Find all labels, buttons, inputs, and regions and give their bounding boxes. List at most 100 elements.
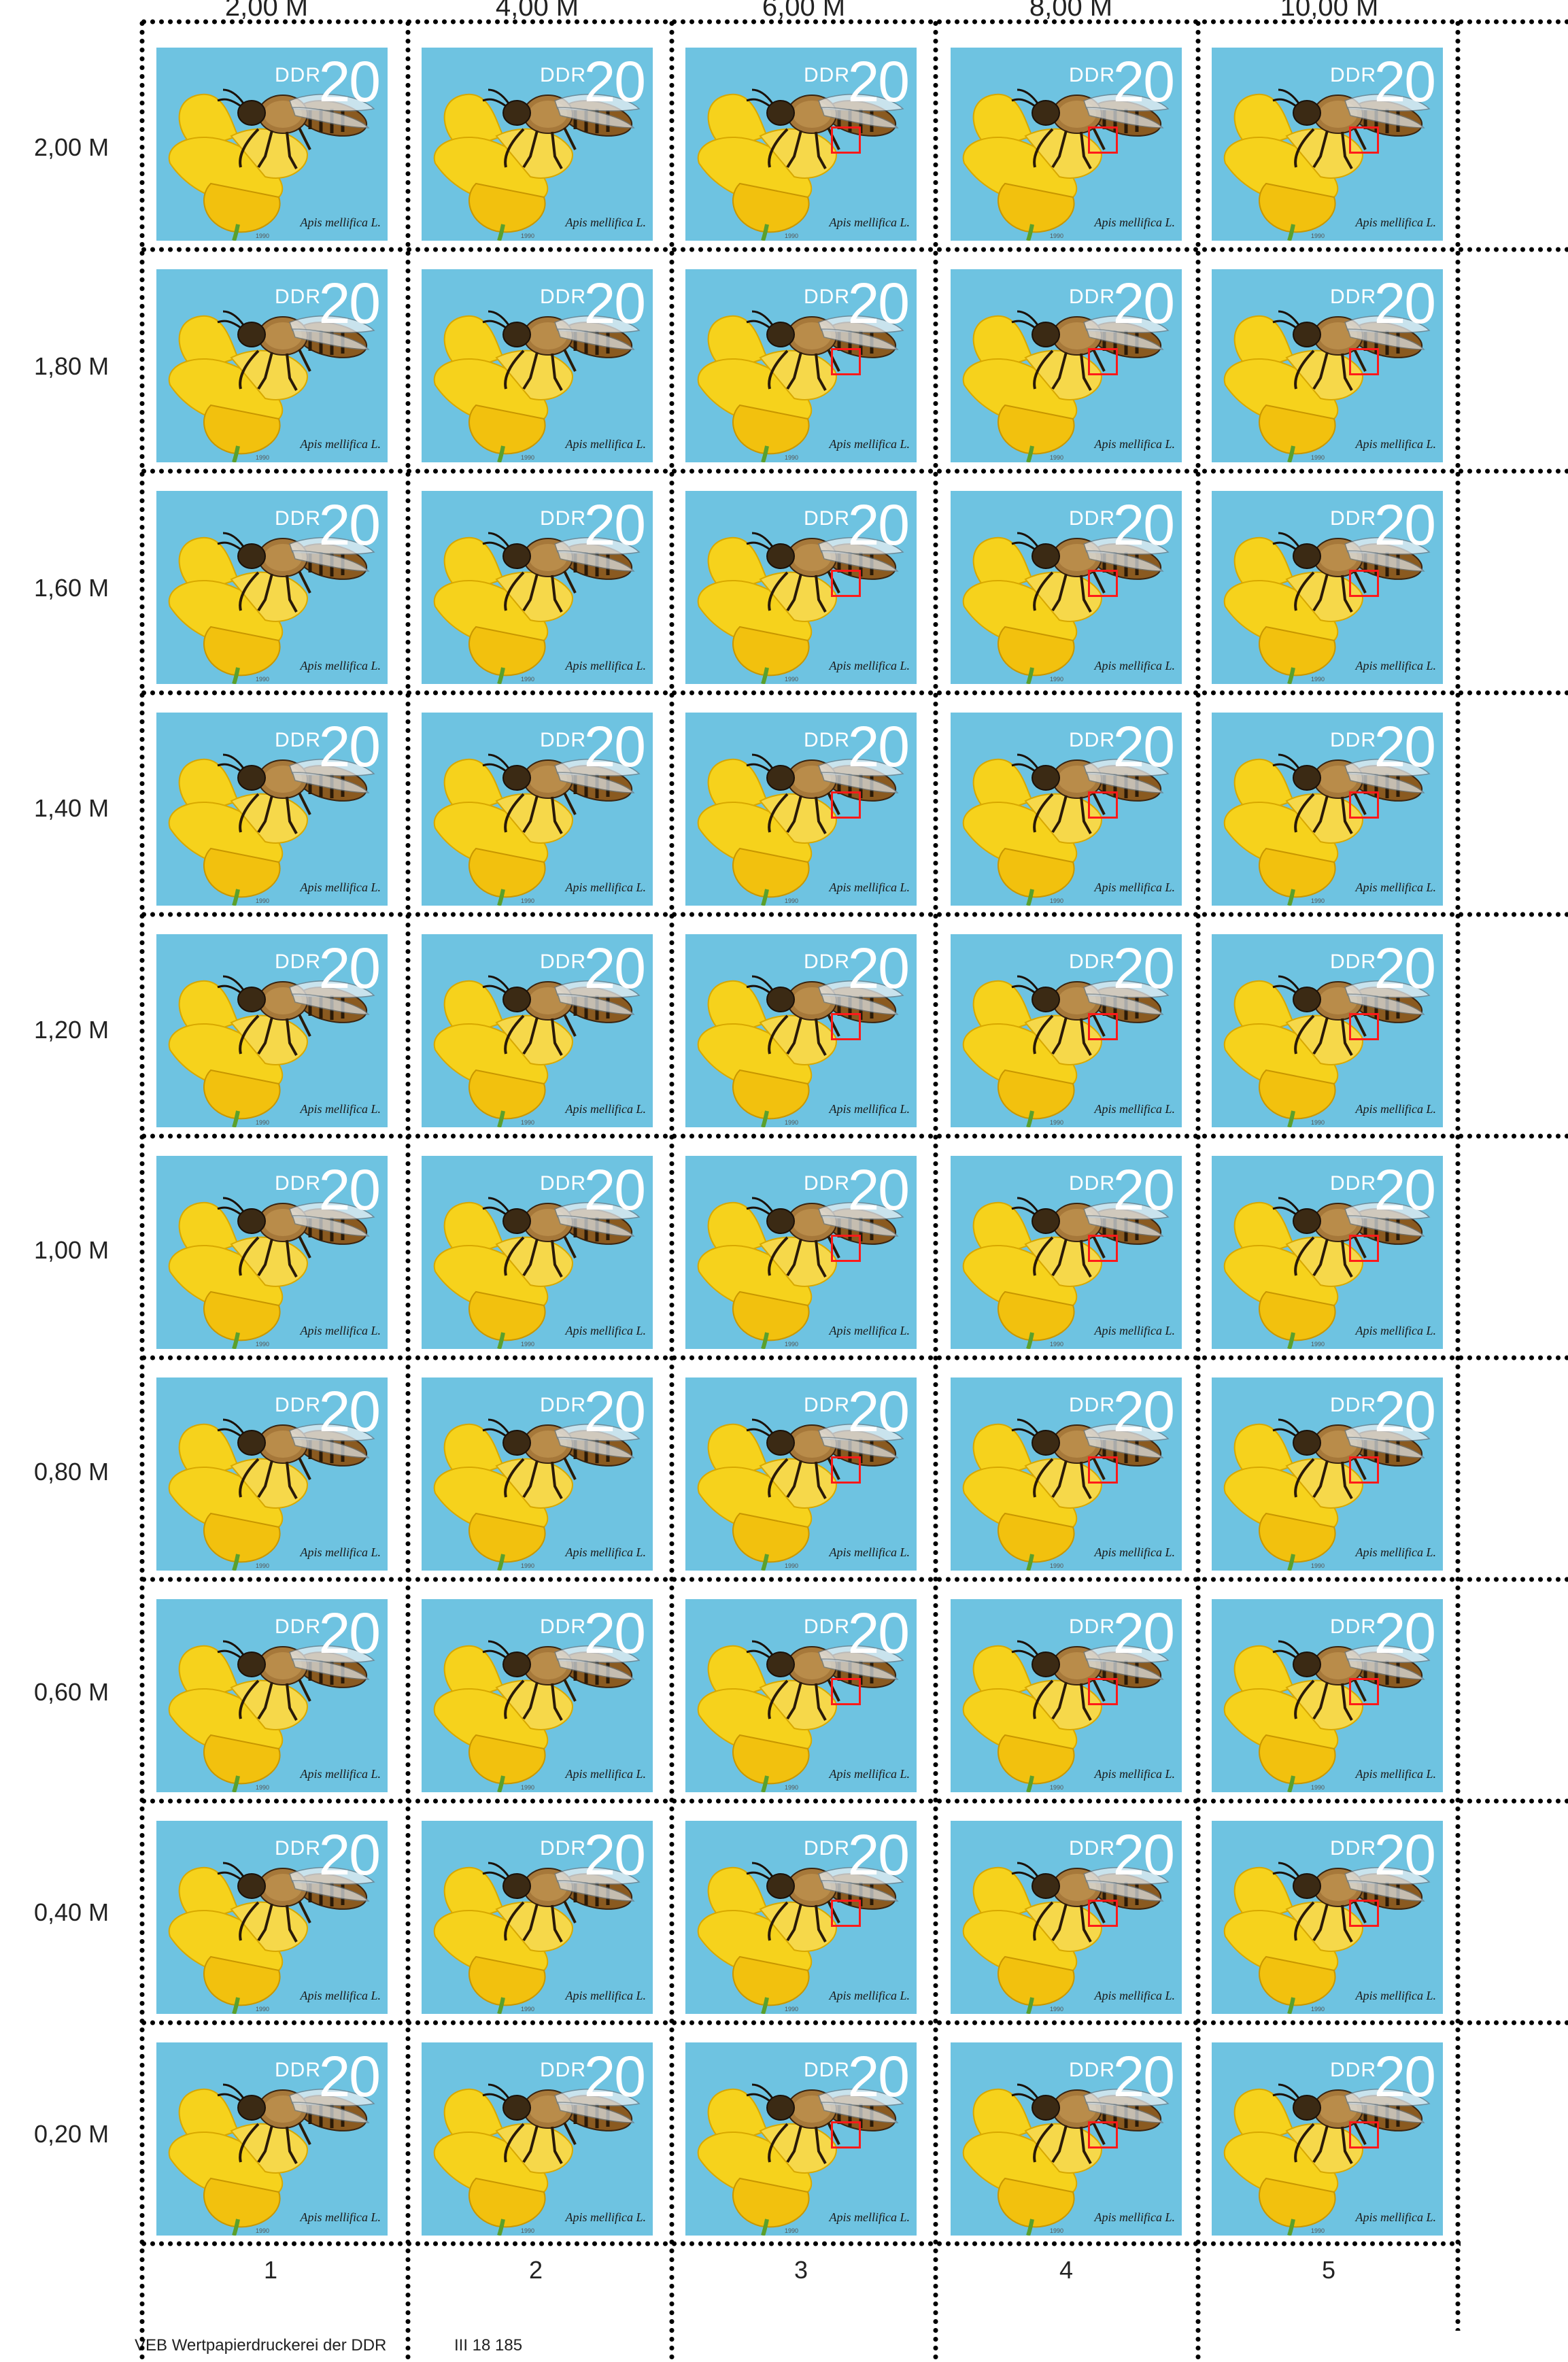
- stamp: DDR 20 Apis mellifica L. 1990: [1212, 1156, 1443, 1349]
- perforation-horizontal: [139, 1577, 1568, 1582]
- bee-on-flower-illustration: [168, 975, 375, 1127]
- stamp-country: DDR: [1330, 1615, 1376, 1638]
- stamp: DDR 20 Apis mellifica L. 1990: [156, 1599, 388, 1792]
- stamp: DDR 20 Apis mellifica L. 1990: [685, 1156, 917, 1349]
- column-number-2: 2: [528, 2256, 543, 2284]
- bee-on-flower-illustration: [962, 2083, 1170, 2236]
- stamp-year: 1990: [1311, 2006, 1325, 2013]
- perforation-vertical: [405, 19, 411, 2362]
- stamp-species-name: Apis mellifica L.: [1094, 2210, 1176, 2224]
- perforation-horizontal: [139, 2241, 1461, 2246]
- plate-flaw-marker: [831, 1013, 861, 1040]
- bee-on-flower-illustration: [433, 1640, 641, 1792]
- stamp-year: 1990: [1050, 2227, 1064, 2234]
- bee-on-flower-illustration: [697, 532, 904, 684]
- bee-on-flower-illustration: [433, 532, 641, 684]
- bee-on-flower-illustration: [1223, 975, 1431, 1127]
- stamp: DDR 20 Apis mellifica L. 1990: [422, 934, 653, 1127]
- stamp-country: DDR: [275, 729, 321, 751]
- stamp-species-name: Apis mellifica L.: [829, 216, 910, 229]
- stamp-country: DDR: [1330, 286, 1376, 308]
- bee-on-flower-illustration: [433, 1862, 641, 2014]
- stamp-face-value: 20: [847, 1158, 910, 1222]
- stamp-face-value: 20: [1112, 1823, 1175, 1887]
- stamp-face-value: 20: [318, 2044, 381, 2108]
- stamp-year: 1990: [256, 897, 270, 904]
- stamp-species-name: Apis mellifica L.: [300, 1545, 381, 1559]
- bee-on-flower-illustration: [1223, 310, 1431, 462]
- perforation-horizontal: [139, 1355, 1568, 1360]
- stamp-year: 1990: [521, 454, 535, 461]
- stamp-country: DDR: [275, 951, 321, 973]
- stamp-species-name: Apis mellifica L.: [300, 2210, 381, 2224]
- stamp-species-name: Apis mellifica L.: [565, 2210, 647, 2224]
- stamp-country: DDR: [1069, 1394, 1115, 1416]
- stamp-species-name: Apis mellifica L.: [829, 1324, 910, 1337]
- column-number-1: 1: [263, 2256, 278, 2284]
- bee-on-flower-illustration: [433, 753, 641, 906]
- row-value-label-4: 1,40 M: [34, 794, 109, 822]
- plate-flaw-marker: [1349, 1678, 1379, 1705]
- stamp-species-name: Apis mellifica L.: [1355, 659, 1437, 672]
- stamp-year: 1990: [785, 1341, 799, 1348]
- bee-on-flower-illustration: [697, 1862, 904, 2014]
- stamp-year: 1990: [785, 1562, 799, 1569]
- bee-on-flower-illustration: [962, 532, 1170, 684]
- stamp-country: DDR: [804, 2059, 850, 2081]
- stamp-country: DDR: [1069, 507, 1115, 530]
- stamp-species-name: Apis mellifica L.: [300, 1767, 381, 1781]
- stamp: DDR 20 Apis mellifica L. 1990: [422, 713, 653, 906]
- stamp-face-value: 20: [1374, 715, 1436, 778]
- stamp-year: 1990: [256, 1784, 270, 1791]
- stamp-country: DDR: [1330, 507, 1376, 530]
- stamp-face-value: 20: [847, 2044, 910, 2108]
- bee-on-flower-illustration: [962, 310, 1170, 462]
- stamp-year: 1990: [256, 233, 270, 239]
- top-value-label-4: 8,00 M: [1029, 0, 1113, 22]
- stamp-face-value: 20: [1374, 50, 1436, 114]
- stamp-country: DDR: [275, 1837, 321, 1860]
- stamp-species-name: Apis mellifica L.: [565, 1324, 647, 1337]
- row-value-label-1: 2,00 M: [34, 133, 109, 161]
- stamp-year: 1990: [1050, 1119, 1064, 1126]
- plate-flaw-marker: [1349, 1013, 1379, 1040]
- stamp-year: 1990: [785, 2006, 799, 2013]
- stamp-species-name: Apis mellifica L.: [565, 1545, 647, 1559]
- bee-on-flower-illustration: [697, 2083, 904, 2236]
- stamp-species-name: Apis mellifica L.: [565, 1102, 647, 1116]
- stamp-face-value: 20: [1112, 2044, 1175, 2108]
- stamp-country: DDR: [804, 286, 850, 308]
- printer-imprint: VEB Wertpapierdruckerei der DDR: [135, 2336, 387, 2355]
- bee-on-flower-illustration: [433, 975, 641, 1127]
- stamp-species-name: Apis mellifica L.: [1094, 1102, 1176, 1116]
- stamp-year: 1990: [1050, 454, 1064, 461]
- stamp-year: 1990: [521, 1119, 535, 1126]
- stamp-face-value: 20: [1112, 1158, 1175, 1222]
- stamp-year: 1990: [1311, 1341, 1325, 1348]
- perforation-vertical: [1195, 19, 1201, 2362]
- stamp: DDR 20 Apis mellifica L. 1990: [422, 1156, 653, 1349]
- bee-on-flower-illustration: [168, 88, 375, 241]
- bee-on-flower-illustration: [433, 88, 641, 241]
- stamp-country: DDR: [1330, 729, 1376, 751]
- stamp-year: 1990: [521, 2006, 535, 2013]
- top-value-label-2: 4,00 M: [495, 0, 579, 22]
- stamp-year: 1990: [521, 897, 535, 904]
- stamp-country: DDR: [540, 729, 586, 751]
- stamp-year: 1990: [785, 676, 799, 683]
- stamp-face-value: 20: [1374, 493, 1436, 557]
- stamp: DDR 20 Apis mellifica L. 1990: [685, 713, 917, 906]
- perforation-horizontal: [139, 19, 1568, 24]
- stamp-country: DDR: [540, 286, 586, 308]
- stamp: DDR 20 Apis mellifica L. 1990: [422, 48, 653, 241]
- stamp-face-value: 20: [318, 1380, 381, 1443]
- stamp-face-value: 20: [318, 1823, 381, 1887]
- stamp-species-name: Apis mellifica L.: [829, 880, 910, 894]
- stamp-face-value: 20: [1112, 1380, 1175, 1443]
- stamp-year: 1990: [521, 676, 535, 683]
- stamp: DDR 20 Apis mellifica L. 1990: [422, 1599, 653, 1792]
- stamp-face-value: 20: [847, 936, 910, 1000]
- plate-flaw-marker: [1088, 570, 1118, 597]
- plate-flaw-marker: [1349, 348, 1379, 375]
- stamp-country: DDR: [1330, 1837, 1376, 1860]
